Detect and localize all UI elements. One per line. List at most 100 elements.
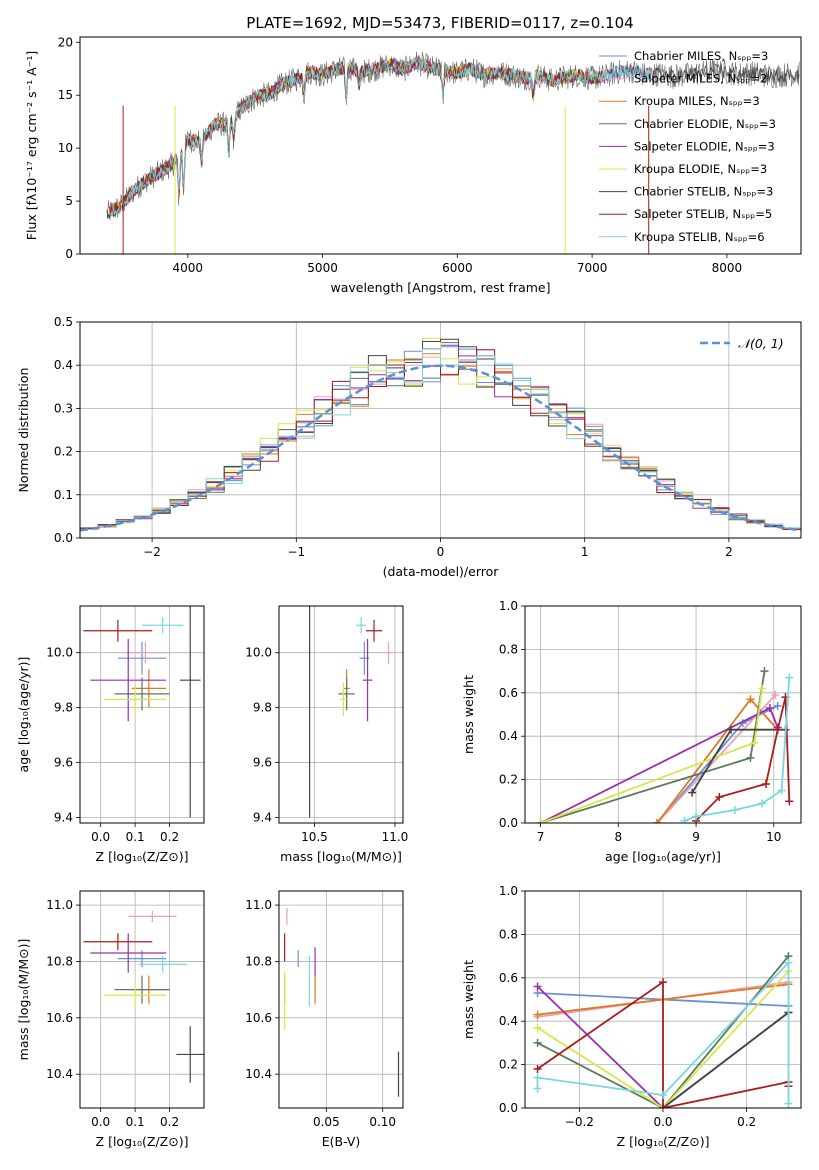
axes-frame	[79, 890, 205, 1109]
axes-frame	[278, 890, 404, 1109]
legend-label-kroupa-elodie: Kroupa ELODIE, Nₛₚₚ=3	[634, 162, 767, 176]
y-axis-label: age [log₁₀(age/yr)]	[16, 657, 31, 773]
y-tick-label: 0.4	[54, 358, 73, 372]
x-tick-label: 0.1	[126, 1115, 145, 1129]
y-tick-label: 0.2	[54, 445, 73, 459]
x-tick-label: 11.0	[382, 830, 409, 844]
axes-frame	[79, 605, 205, 824]
model-spectrum-salpeter-stelib	[109, 57, 606, 217]
x-axis-label: Z [log₁₀(Z/Z⊙)]	[96, 1134, 189, 1149]
plot-area-mass_vs_ebv	[279, 891, 403, 1108]
x-tick-label: 7000	[577, 261, 608, 275]
weight-marker-kroupa-stelib	[730, 805, 739, 814]
weight-marker-kroupa-stelib	[533, 1084, 542, 1093]
weight-marker-kroupa-stelib	[785, 673, 794, 682]
axes-frame	[79, 36, 802, 255]
x-tick-label: −2	[143, 545, 161, 559]
x-axis-label: wavelength [Angstrom, rest frame]	[330, 280, 550, 295]
axes-age_vs_Z: 0.0 0.1 0.2 9.4 9.6 9.8 10.0 Z [log₁₀(Z/Z⊙)] age…	[16, 605, 205, 864]
x-axis-label: (data-model)/error	[383, 564, 500, 579]
axes-frame	[524, 890, 802, 1109]
x-axis-label: age [log₁₀(age/yr)]	[605, 849, 721, 864]
axes-mass_vs_ebv: 0.05 0.10 10.4 10.6 10.8 11.0 E(B-V)	[245, 890, 404, 1149]
y-tick-label: 10.4	[245, 1067, 272, 1081]
x-tick-label: 0.0	[91, 1115, 110, 1129]
weight-marker-salpeter-stelib	[715, 792, 724, 801]
model-spectrum-chabrier-stelib	[106, 56, 800, 219]
weight-marker-kroupa-miles	[533, 1010, 542, 1019]
weight-marker-kroupa-elodie	[750, 738, 759, 747]
y-tick-label: 0.8	[499, 927, 518, 941]
weight-marker-kroupa-elodie	[536, 819, 545, 823]
y-axis-label: mass weight	[461, 960, 476, 1039]
y-tick-label: 9.8	[253, 701, 272, 715]
x-tick-label: 0	[437, 545, 445, 559]
weight-marker-chabrier-miles	[773, 701, 782, 710]
y-tick-label: 9.4	[253, 811, 272, 825]
weight-marker-salpeter-stelib	[773, 725, 782, 734]
weight-marker-kroupa-miles	[746, 695, 755, 704]
weight-marker-kroupa-stelib	[680, 816, 689, 823]
x-tick-label: 0.0	[91, 830, 110, 844]
y-tick-label: 0.1	[54, 488, 73, 502]
weight-line-chabrier-stelib	[662, 1011, 790, 1108]
y-axis-label: Normed distribution	[16, 368, 31, 493]
plot-area-weight_vs_Z	[525, 891, 801, 1108]
weight-line-chabrier-elodie	[540, 670, 766, 823]
legend-label-normal: 𝒩(0, 1)	[738, 336, 784, 351]
weight-marker-kroupa-stelib	[692, 812, 701, 821]
y-tick-label: 9.6	[54, 756, 73, 770]
y-tick-label: 10.4	[46, 1067, 73, 1081]
weight-line-kroupa-elodie	[537, 970, 790, 1108]
y-tick-label: 10.8	[46, 954, 73, 968]
y-tick-label: 0.0	[499, 816, 518, 830]
weight-marker-kroupa-stelib	[533, 1073, 542, 1082]
model-spectrum-kroupa-stelib	[109, 57, 652, 219]
axes-weight_vs_Z: −0.2 0.0 0.2 0.0 0.2 0.4 0.6 0.8 1.0 Z [log₁₀(Z/Z…	[461, 884, 802, 1149]
x-tick-label: −0.2	[565, 1115, 594, 1129]
y-tick-label: 10.6	[245, 1011, 272, 1025]
y-tick-label: 0.0	[499, 1101, 518, 1115]
y-tick-label: 10.8	[245, 954, 272, 968]
y-tick-label: 5	[65, 194, 73, 208]
y-tick-label: 15	[58, 88, 73, 102]
normal-curve	[80, 364, 801, 532]
axes-frame	[524, 605, 802, 824]
axes-age_vs_mass: 10.5 11.0 9.4 9.6 9.8 10.0 mass [log₁₀(M/M⊙)]	[245, 605, 409, 864]
x-axis-label: E(B-V)	[322, 1134, 361, 1149]
axes-weight_vs_age: 7 8 9 10 0.0 0.2 0.4 0.6 0.8 1.0 age [log₁₀(age/yr…	[461, 599, 802, 864]
y-tick-label: 0.8	[499, 642, 518, 656]
y-tick-label: 10.6	[46, 1011, 73, 1025]
plot-area-weight_vs_age	[525, 606, 801, 823]
y-axis-label: Flux [fλ10⁻¹⁷ erg cm⁻² s⁻¹ A⁻¹]	[24, 51, 39, 240]
x-tick-label: 4000	[173, 261, 204, 275]
y-tick-label: 0.3	[54, 401, 73, 415]
x-tick-label: 0.0	[653, 1115, 672, 1129]
weight-marker-salpeter-stelib	[659, 1104, 667, 1108]
x-tick-label: 10.5	[301, 830, 328, 844]
weight-marker-salpeter-stelib	[762, 779, 771, 788]
x-axis-label: Z [log₁₀(Z/Z⊙)]	[617, 1134, 710, 1149]
weight-marker-kroupa-stelib	[659, 1090, 667, 1099]
axes-mass_vs_Z: 0.0 0.1 0.2 10.4 10.6 10.8 11.0 Z [log₁₀(Z/Z⊙)]…	[16, 890, 205, 1149]
y-tick-label: 11.0	[245, 898, 272, 912]
weight-marker-kroupa-elodie	[533, 1023, 542, 1032]
weight-marker-chabrier-elodie	[533, 1038, 542, 1047]
x-axis-label: mass [log₁₀(M/M⊙)]	[280, 849, 402, 864]
x-tick-label: 0.10	[369, 1115, 396, 1129]
legend-label-salpeter-elodie: Salpeter ELODIE, Nₛₚₚ=3	[634, 139, 775, 153]
x-tick-label: 1	[581, 545, 589, 559]
weight-marker-kroupa-stelib	[758, 799, 767, 808]
y-tick-label: 0.2	[499, 1058, 518, 1072]
y-tick-label: 10.0	[46, 646, 73, 660]
y-tick-label: 0.4	[499, 1014, 518, 1028]
y-axis-label: mass weight	[461, 675, 476, 754]
weight-line-salpeter-miles	[656, 694, 776, 823]
legend: Chabrier MILES, Nₛₚₚ=3 Salpeter MILES, Nₛ…	[599, 49, 776, 244]
y-tick-label: 9.6	[253, 756, 272, 770]
weight-line-kroupa-elodie	[540, 688, 763, 823]
plot-area-age_vs_mass	[279, 606, 403, 823]
weight-marker-kroupa-stelib	[784, 958, 793, 967]
x-tick-label: −1	[287, 545, 305, 559]
